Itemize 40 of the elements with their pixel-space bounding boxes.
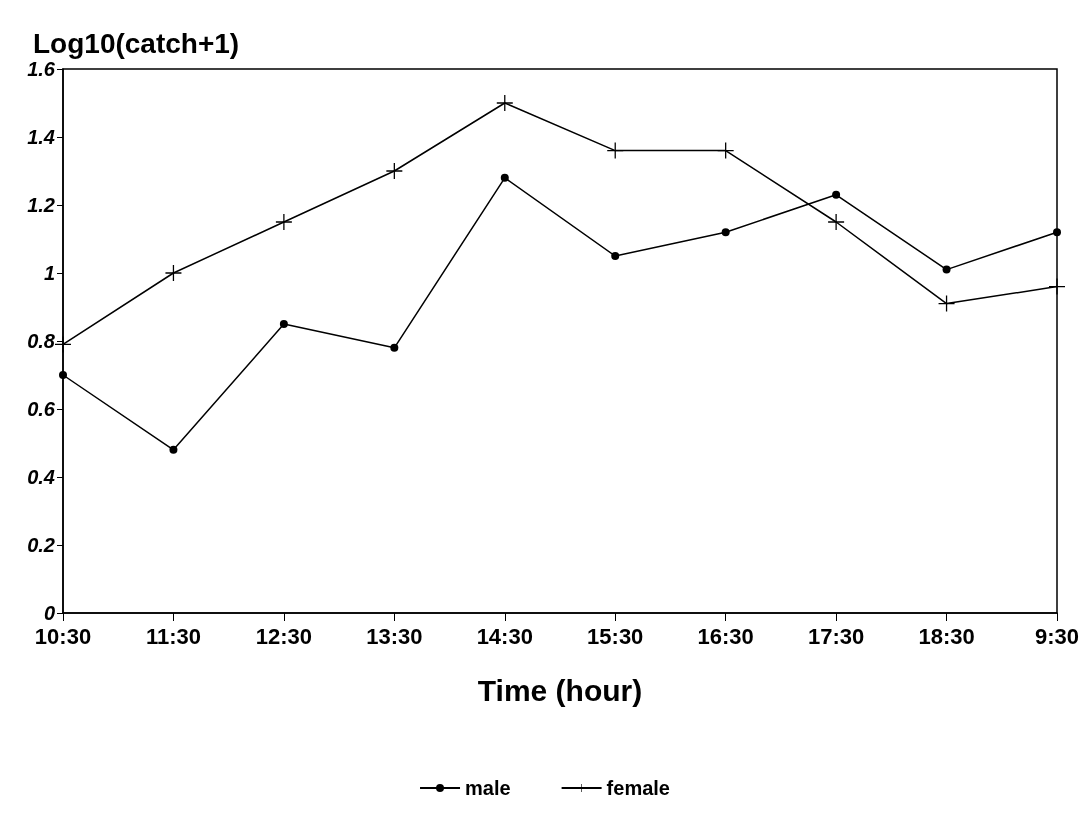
x-tick-label: 16:30 — [697, 623, 754, 649]
x-tick-label: 18:30 — [918, 623, 975, 649]
point — [828, 214, 845, 230]
point — [386, 163, 403, 179]
x-tick-label: 14:30 — [476, 623, 533, 649]
point — [721, 228, 730, 237]
y-tick-label: 0.2 — [27, 534, 55, 556]
point — [611, 252, 620, 260]
point — [1053, 228, 1061, 237]
point — [169, 445, 178, 454]
y-tick-label: 0 — [43, 602, 55, 624]
x-tick-label: 10:30 — [34, 623, 92, 649]
y-tick-label: 0.6 — [27, 398, 56, 420]
y-tick-label: 1 — [43, 262, 55, 284]
x-tick-label: 12:30 — [255, 623, 313, 649]
legend-label: male — [465, 777, 511, 799]
point — [55, 336, 71, 353]
point — [942, 265, 951, 274]
point — [279, 320, 288, 328]
point — [275, 214, 292, 230]
y-tick-label: 0.4 — [27, 466, 55, 488]
legend-label: female — [606, 777, 670, 799]
y-tick-label: 1.6 — [27, 58, 56, 80]
y-tick-label: 1.4 — [27, 126, 55, 148]
point — [1049, 278, 1065, 295]
x-tick-label: 15:30 — [587, 623, 644, 649]
point — [59, 371, 67, 379]
x-tick-label: 13:30 — [366, 623, 423, 649]
point — [165, 265, 182, 281]
point — [390, 343, 399, 352]
y-tick-label: 0.8 — [27, 330, 56, 352]
point — [832, 190, 841, 199]
x-tick-label: 17:30 — [807, 623, 865, 649]
point — [496, 95, 513, 111]
y-tick-label: 1.2 — [27, 194, 55, 216]
x-tick-label: 11:30 — [145, 623, 201, 649]
point — [500, 173, 509, 182]
y-axis-title: Log10(catch+1) — [33, 27, 240, 59]
x-axis-title: Time (hour) — [477, 673, 643, 707]
x-tick-label: 9:30 — [1034, 623, 1080, 649]
